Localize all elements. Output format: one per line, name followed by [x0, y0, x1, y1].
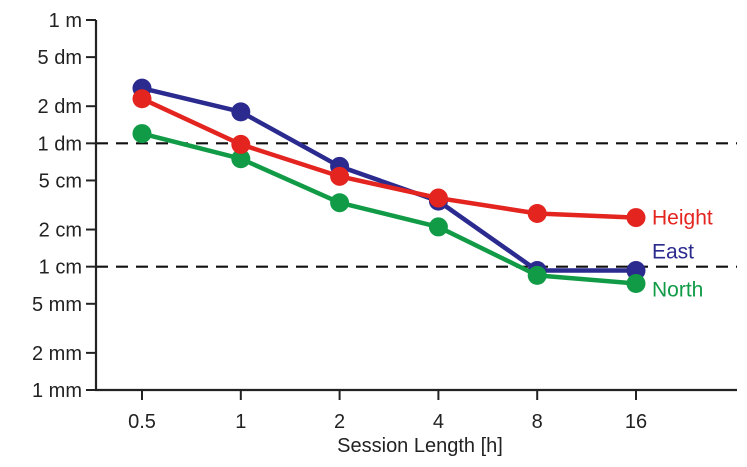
- y-tick-label: 2 mm: [32, 343, 82, 365]
- y-tick-label: 1 m: [49, 10, 82, 32]
- x-tick-label: 4: [433, 411, 444, 433]
- y-tick-label: 2 cm: [39, 220, 82, 242]
- y-tick-label: 1 mm: [32, 380, 82, 402]
- series-east: [132, 78, 646, 281]
- y-tick-label: 5 cm: [39, 170, 82, 192]
- x-tick-label: 8: [532, 411, 543, 433]
- series-height: [132, 89, 646, 228]
- data-point: [626, 208, 646, 228]
- data-point: [428, 188, 448, 208]
- series-north: [132, 124, 646, 294]
- x-tick-label: 2: [334, 411, 345, 433]
- y-tick-label: 5 mm: [32, 294, 82, 316]
- series-line: [141, 131, 637, 286]
- series-group: [132, 78, 646, 294]
- reference-lines: [96, 142, 737, 268]
- y-axis: 1 mm 2 mm 5 mm 1 cm 2 cm 5 cm 1 dm 2 dm 5 dm 1 m: [32, 10, 98, 402]
- series-label-north: North: [652, 279, 703, 302]
- data-point: [428, 217, 448, 237]
- x-tick-label: 0.5: [128, 411, 156, 433]
- y-tick-label: 1 dm: [38, 133, 82, 155]
- series-line: [141, 85, 636, 273]
- data-point: [527, 203, 547, 223]
- x-axis-label: Session Length [h]: [337, 435, 503, 457]
- data-point: [132, 124, 152, 144]
- data-point: [626, 274, 646, 294]
- x-axis: 0.5 1 2 4 8 16: [95, 388, 737, 433]
- data-point: [330, 166, 350, 186]
- series-label-east: East: [652, 241, 694, 264]
- y-tick-label: 5 dm: [38, 47, 82, 69]
- y-tick-label: 1 cm: [39, 257, 82, 279]
- x-tick-label: 16: [625, 411, 647, 433]
- data-point: [231, 149, 251, 169]
- data-point: [132, 89, 152, 109]
- y-tick-label: 2 dm: [38, 96, 82, 118]
- x-tick-label: 1: [235, 411, 246, 433]
- data-point: [231, 102, 251, 122]
- series-labels: Height East North: [652, 207, 713, 302]
- series-line: [141, 96, 637, 220]
- series-label-height: Height: [652, 207, 713, 230]
- data-point: [527, 265, 547, 285]
- data-point: [330, 193, 350, 213]
- data-point: [231, 134, 251, 154]
